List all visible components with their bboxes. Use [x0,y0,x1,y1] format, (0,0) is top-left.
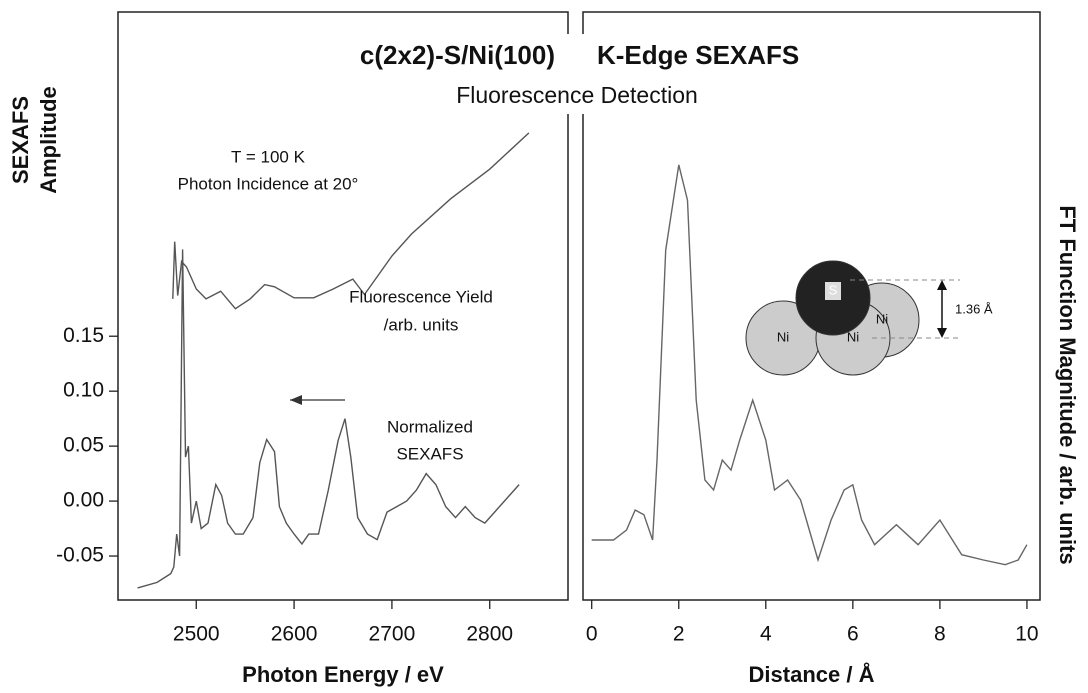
atom-label: Ni [847,329,859,344]
annotation: T = 100 K [231,147,306,166]
annotation: /arb. units [384,315,459,334]
annotation: Fluorescence Yield [349,287,493,306]
x-tick-label: 2 [673,623,685,646]
x-axis-label: Distance / Å [749,661,875,687]
dimension-label: 1.36 Å [955,301,993,316]
x-tick-label: 2800 [466,623,513,646]
atom-label: S [829,282,838,297]
atom-label: Ni [876,311,888,326]
chart-title: K-Edge SEXAFS [597,40,799,70]
x-tick-label: 2700 [369,623,416,646]
x-tick-label: 0 [586,623,598,646]
x-tick-label: 8 [934,623,946,646]
subtitle-backdrop [420,82,740,112]
data-line [591,164,1028,566]
x-tick-label: 2500 [173,623,220,646]
atom-label-box [825,282,841,300]
y-axis-label: SEXAFS [8,96,33,184]
arrow-head [290,395,302,405]
y-tick-label: 0.00 [63,489,104,512]
y-axis-label: Amplitude [36,86,61,194]
x-tick-label: 10 [1015,623,1038,646]
annotation: SEXAFS [396,444,463,463]
plot-frame [582,11,1041,601]
y-axis-label: FT Function Magnitude / arb. units [1055,205,1080,564]
dimension-head [937,328,947,338]
data-line [172,132,530,310]
chart-subtitle: Fluorescence Detection [456,82,698,108]
annotation: Photon Incidence at 20° [178,174,359,193]
y-tick-label: -0.05 [56,544,104,567]
y-tick-label: 0.10 [63,379,104,402]
x-tick-label: 2600 [271,623,318,646]
x-tick-label: 6 [847,623,859,646]
y-tick-label: 0.15 [63,324,104,347]
dimension-head [937,280,947,290]
atom-label: Ni [777,329,789,344]
data-line [137,249,520,589]
x-tick-label: 4 [760,623,772,646]
x-axis-label: Photon Energy / eV [242,662,444,687]
chart-title: c(2x2)-S/Ni(100) [360,40,555,70]
y-tick-label: 0.05 [63,434,104,457]
annotation: Normalized [387,417,473,436]
plot-frame [117,11,569,601]
